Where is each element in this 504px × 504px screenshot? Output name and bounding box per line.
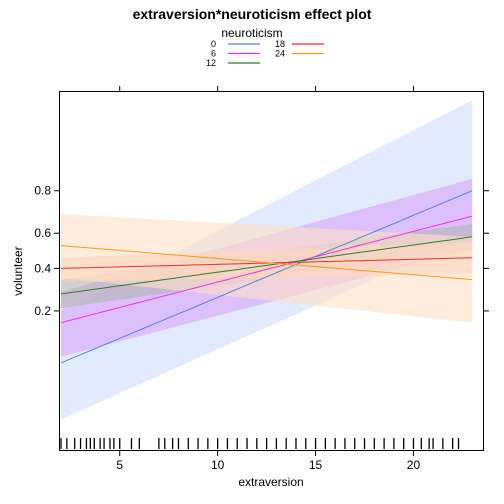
x-tick-label: 20 [407,458,421,472]
y-tick-label: 0.2 [34,304,51,318]
y-tick-label: 0.4 [34,261,51,275]
legend-title: neuroticism [221,26,282,40]
series-line-24 [60,245,473,281]
legend-label-18: 18 [275,39,285,49]
legend-label-24: 24 [275,49,285,59]
series-line-0 [60,190,473,364]
confidence-band-24 [61,214,473,323]
y-axis: 0.2 0.4 0.6 0.8 [34,184,489,318]
x-axis: 5 10 15 20 [116,86,420,472]
legend-label-0: 0 [211,39,216,49]
x-tick-label: 10 [211,458,225,472]
y-tick-label: 0.6 [34,226,51,240]
x-axis-label: extraversion [238,475,303,489]
series-line-6 [60,215,473,324]
x-tick-label: 15 [309,458,323,472]
x-tick-label: 5 [116,458,123,472]
plot-frame [59,91,484,451]
plot-area [60,100,473,449]
y-axis-label: volunteer [11,246,25,295]
chart-title: extraversion*neuroticism effect plot [133,6,372,22]
plot-content [60,100,473,420]
legend-label-12: 12 [206,58,216,68]
series-line-12 [60,236,473,295]
legend-label-6: 6 [211,49,216,59]
y-tick-label: 0.8 [34,184,51,198]
